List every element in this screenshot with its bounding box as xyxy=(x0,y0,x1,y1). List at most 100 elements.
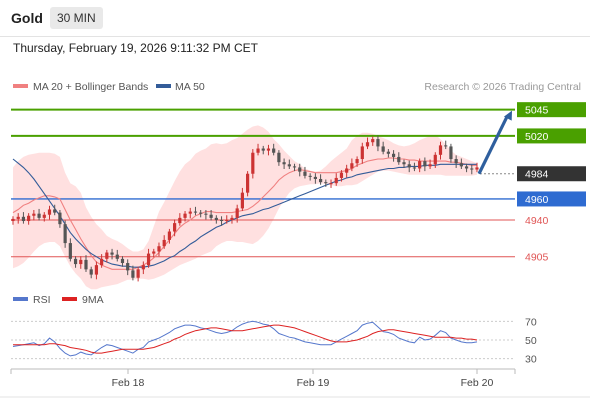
interval-button[interactable]: 30 MIN xyxy=(50,7,103,29)
candle-body xyxy=(365,142,370,147)
bollinger-band-area xyxy=(13,125,477,290)
candle-body xyxy=(464,166,469,169)
candle-body xyxy=(11,218,15,222)
candle-body xyxy=(240,192,244,209)
rsi-tick-label: 50 xyxy=(525,335,537,347)
candle-body xyxy=(193,211,198,213)
candle-body xyxy=(381,146,385,152)
ma50-legend-swatch xyxy=(156,84,171,88)
candle-body xyxy=(428,164,432,167)
rsi-tick-label: 30 xyxy=(525,354,537,366)
candle-body xyxy=(120,258,125,264)
instrument-title: Gold xyxy=(11,10,43,26)
level-label-4940: 4940 xyxy=(525,215,549,227)
candle-body xyxy=(178,217,182,224)
candle-body xyxy=(225,219,229,222)
candle-body xyxy=(219,219,224,222)
ma20-legend-label: MA 20 + Bollinger Bands xyxy=(33,81,148,93)
candle-body xyxy=(360,146,364,160)
header-bar: Gold 30 MIN xyxy=(0,0,590,36)
x-tick-label: Feb 19 xyxy=(297,377,330,389)
candle-body xyxy=(303,171,307,176)
candle-body xyxy=(209,214,213,218)
candle-body xyxy=(126,263,130,271)
candle-body xyxy=(42,214,46,218)
candle-body xyxy=(94,265,99,275)
candle-body xyxy=(183,213,187,218)
candle-body xyxy=(84,259,88,270)
x-axis-ticks: Feb 18 Feb 19 Feb 20 xyxy=(112,369,494,389)
candle-body xyxy=(73,258,78,265)
candle-body xyxy=(53,209,57,213)
candle-body xyxy=(152,251,156,254)
candle-body xyxy=(350,163,354,169)
candle-body xyxy=(423,161,427,167)
candle-body xyxy=(230,217,234,220)
candle-body xyxy=(188,211,192,214)
level-label-4905: 4905 xyxy=(525,252,549,264)
chart-datetime: Thursday, February 19, 2026 9:11:32 PM C… xyxy=(13,41,259,55)
candle-body xyxy=(334,177,338,184)
candle-body xyxy=(407,164,411,168)
candle-body xyxy=(412,167,417,169)
candle-body xyxy=(449,146,453,160)
candle-body xyxy=(131,270,135,278)
candle-body xyxy=(454,159,458,164)
ma20-legend-swatch xyxy=(13,84,28,88)
candle-body xyxy=(339,172,344,178)
candle-body xyxy=(162,239,166,247)
candle-body xyxy=(214,217,218,220)
candle-body xyxy=(397,156,401,163)
candle-body xyxy=(376,139,380,147)
candle-body xyxy=(282,162,286,165)
candle-body xyxy=(141,265,145,270)
candle-body xyxy=(115,254,119,259)
candle-body xyxy=(329,183,333,185)
candle-body xyxy=(37,213,41,218)
candle-body xyxy=(313,176,317,179)
x-tick-label: Feb 18 xyxy=(112,377,145,389)
candle-body xyxy=(470,168,474,170)
candle-body xyxy=(136,269,140,278)
candle-body xyxy=(68,243,72,259)
ma50-legend-label: MA 50 xyxy=(175,81,205,93)
candle-body xyxy=(167,231,172,240)
rsi-ma-legend-label: 9MA xyxy=(82,294,104,306)
projection-arrow-shaft xyxy=(477,115,509,175)
candle-body xyxy=(173,223,177,232)
candle-body xyxy=(371,139,375,143)
rsi-ma-legend-swatch xyxy=(62,297,77,301)
rsi-legend-label: RSI xyxy=(33,294,51,306)
x-tick-label: Feb 20 xyxy=(461,377,494,389)
level-tag-4984 xyxy=(517,166,586,182)
level-tag-4960 xyxy=(517,191,586,207)
rsi-plot: 70 50 30 xyxy=(11,316,537,366)
ma50-line xyxy=(12,158,477,268)
rsi-line xyxy=(12,320,478,357)
candle-body xyxy=(298,167,302,172)
candle-body xyxy=(235,208,239,218)
candle-body xyxy=(157,246,161,252)
rsi-legend-swatch xyxy=(13,297,28,301)
header-divider xyxy=(0,36,590,37)
candle-body xyxy=(79,259,83,265)
candle-body xyxy=(32,213,36,216)
candle-body xyxy=(402,162,406,165)
candle-body xyxy=(58,212,62,225)
watermark: Research © 2026 Trading Central xyxy=(424,81,581,93)
candle-body xyxy=(345,168,349,173)
level-label-4960: 4960 xyxy=(525,194,549,206)
candle-body xyxy=(251,152,255,174)
level-label-4984: 4984 xyxy=(525,169,549,181)
candle-body xyxy=(204,213,208,215)
projection-arrow-head xyxy=(503,110,512,121)
candle-body xyxy=(89,269,93,275)
level-tag-5045 xyxy=(517,102,586,118)
candle-body xyxy=(418,161,422,169)
rsi-tick-label: 70 xyxy=(525,316,537,328)
candle-body xyxy=(199,212,203,214)
candle-body xyxy=(308,175,312,177)
candle-body xyxy=(287,164,291,167)
level-tag-5020 xyxy=(517,128,586,144)
